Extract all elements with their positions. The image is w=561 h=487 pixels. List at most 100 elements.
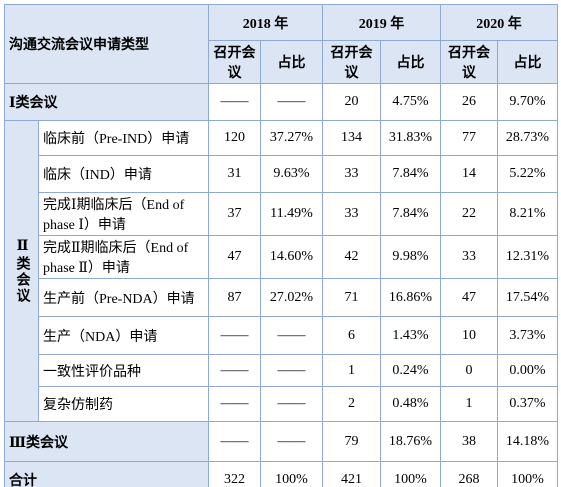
cell: 7.84% xyxy=(380,192,441,236)
cell: 100% xyxy=(260,461,323,487)
cell: 18.76% xyxy=(380,421,441,462)
cell: 33 xyxy=(440,235,498,279)
row-label: 完成Ⅰ期临床后（End of phase Ⅰ）申请 xyxy=(38,192,209,236)
row: Ⅰ类会议 —— —— 20 4.75% 26 9.70% xyxy=(4,83,558,121)
cell: —— xyxy=(208,83,261,121)
cell: 12.31% xyxy=(497,235,558,279)
cell: 120 xyxy=(208,120,261,156)
cell: 79 xyxy=(322,421,381,462)
cell: —— xyxy=(208,316,261,355)
row-label: 临床前（Pre-IND）申请 xyxy=(38,120,209,156)
cell: 11.49% xyxy=(260,192,323,236)
cell: 20 xyxy=(322,83,381,121)
cell: 17.54% xyxy=(497,278,558,317)
cell: 134 xyxy=(322,120,381,156)
cell: 31.83% xyxy=(380,120,441,156)
row-label: 复杂仿制药 xyxy=(38,386,209,422)
cell: 421 xyxy=(322,461,381,487)
row-label: 完成Ⅱ期临床后（End of phase Ⅱ）申请 xyxy=(38,235,209,279)
row: 合计 322 100% 421 100% 268 100% xyxy=(4,461,558,487)
cell: 9.98% xyxy=(380,235,441,279)
cell: 1 xyxy=(322,354,381,387)
row-label: 生产（NDA）申请 xyxy=(38,316,209,355)
cell: —— xyxy=(260,316,323,355)
cell: —— xyxy=(260,354,323,387)
cell: 9.70% xyxy=(497,83,558,121)
cell: 31 xyxy=(208,155,261,193)
row: 沟通交流会议申请类型 2018 年 2019 年 2020 年 xyxy=(4,4,558,84)
cell: 14.18% xyxy=(497,421,558,462)
cell: —— xyxy=(208,354,261,387)
cell: 1 xyxy=(440,386,498,422)
row-label: 生产前（Pre-NDA）申请 xyxy=(38,278,209,317)
cell: —— xyxy=(260,83,323,121)
cell: 322 xyxy=(208,461,261,487)
row: 生产前（Pre-NDA）申请 87 27.02% 71 16.86% 47 17.54% xyxy=(5,278,558,317)
cell: 2 xyxy=(322,386,381,422)
cell: 71 xyxy=(322,278,381,317)
group-label: Ⅱ类会议 xyxy=(4,120,39,422)
cell: —— xyxy=(260,386,323,422)
cell: 268 xyxy=(440,461,498,487)
cell: 100% xyxy=(497,461,558,487)
row: 召开会议 占比 召开会议 占比 召开会议 占比 xyxy=(5,40,558,84)
cell: 7.84% xyxy=(380,155,441,193)
cell: 1.43% xyxy=(380,316,441,355)
year-header: 2020 年 xyxy=(440,4,558,41)
row-label: 临床（IND）申请 xyxy=(38,155,209,193)
cell: 77 xyxy=(440,120,498,156)
cell: 47 xyxy=(440,278,498,317)
sub-header: 占比 xyxy=(497,40,558,84)
cell: 4.75% xyxy=(380,83,441,121)
cell: 0.24% xyxy=(380,354,441,387)
row-label: Ⅲ类会议 xyxy=(4,421,209,462)
cell: —— xyxy=(208,421,261,462)
cell: —— xyxy=(208,386,261,422)
cell: 0 xyxy=(440,354,498,387)
row: Ⅲ类会议 —— —— 79 18.76% 38 14.18% xyxy=(4,421,558,462)
row-label: Ⅰ类会议 xyxy=(4,83,209,121)
sub-header: 召开会议 xyxy=(208,40,261,84)
sub-header: 占比 xyxy=(260,40,323,84)
row: 完成Ⅱ期临床后（End of phase Ⅱ）申请 47 14.60% 42 9.98%… xyxy=(5,235,558,279)
cell: 38 xyxy=(440,421,498,462)
cell: 14.60% xyxy=(260,235,323,279)
cell: 0.48% xyxy=(380,386,441,422)
cell: 28.73% xyxy=(497,120,558,156)
row-label: 合计 xyxy=(4,461,209,487)
year-header: 2018 年 xyxy=(208,4,323,41)
row: Ⅱ类会议 临床前（Pre-IND）申请 120 37.27% 134 31.83% 77 28… xyxy=(4,120,558,422)
year-header: 2019 年 xyxy=(322,4,441,41)
cell: 87 xyxy=(208,278,261,317)
cell: 14 xyxy=(440,155,498,193)
cell: 47 xyxy=(208,235,261,279)
cell: 10 xyxy=(440,316,498,355)
row: 生产（NDA）申请 —— —— 6 1.43% 10 3.73% xyxy=(5,316,558,355)
header-title: 沟通交流会议申请类型 xyxy=(4,4,209,84)
cell: 16.86% xyxy=(380,278,441,317)
cell: 8.21% xyxy=(497,192,558,236)
cell: 5.22% xyxy=(497,155,558,193)
row: 一致性评价品种 —— —— 1 0.24% 0 0.00% xyxy=(5,354,558,387)
cell: 33 xyxy=(322,192,381,236)
cell: 100% xyxy=(380,461,441,487)
cell: —— xyxy=(260,421,323,462)
cell: 26 xyxy=(440,83,498,121)
cell: 0.37% xyxy=(497,386,558,422)
cell: 3.73% xyxy=(497,316,558,355)
cell: 42 xyxy=(322,235,381,279)
sub-header: 召开会议 xyxy=(440,40,498,84)
sub-header: 召开会议 xyxy=(322,40,381,84)
cell: 9.63% xyxy=(260,155,323,193)
cell: 22 xyxy=(440,192,498,236)
cell: 6 xyxy=(322,316,381,355)
cell: 33 xyxy=(322,155,381,193)
cell: 37 xyxy=(208,192,261,236)
cell: 27.02% xyxy=(260,278,323,317)
row: 临床（IND）申请 31 9.63% 33 7.84% 14 5.22% xyxy=(5,155,558,193)
row: 复杂仿制药 —— —— 2 0.48% 1 0.37% xyxy=(5,386,558,422)
cell: 37.27% xyxy=(260,120,323,156)
row: 完成Ⅰ期临床后（End of phase Ⅰ）申请 37 11.49% 33 7.84%… xyxy=(5,192,558,236)
cell: 0.00% xyxy=(497,354,558,387)
